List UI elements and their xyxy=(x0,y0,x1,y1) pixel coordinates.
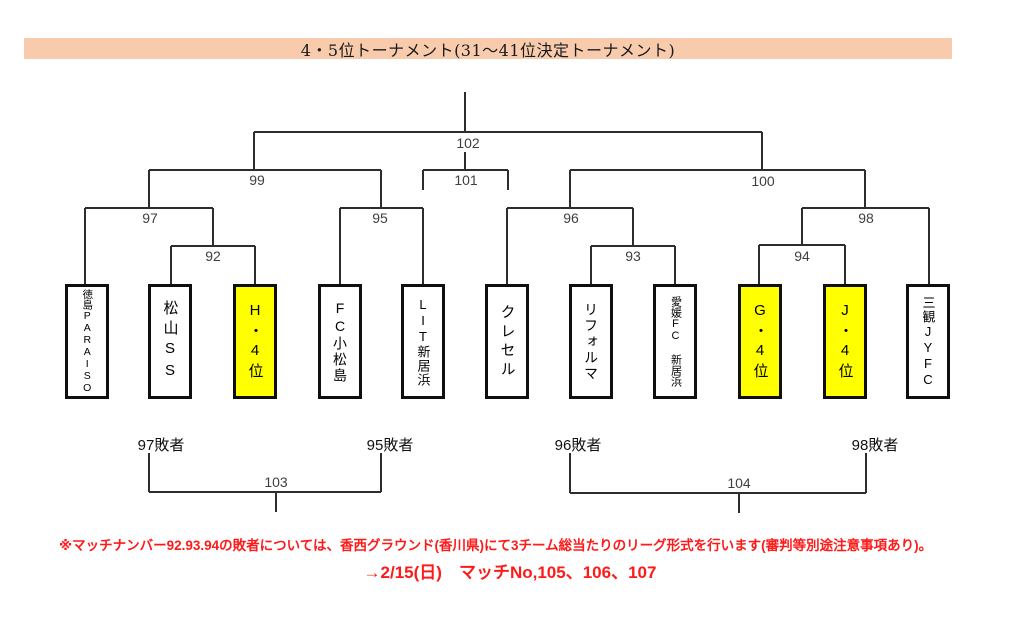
match-label-94: 94 xyxy=(794,248,810,264)
team-box-reforma: リフォルマ xyxy=(569,284,613,399)
title-bar: 4・5位トーナメント(31〜41位決定トーナメント) xyxy=(24,38,952,60)
note-round-robin: ※マッチナンバー92.93.94の敗者については、香西グラウンド(香川県)にて3… xyxy=(59,538,933,553)
team-name: G・4位 xyxy=(751,301,769,382)
team-name: 徳島PARAISO xyxy=(81,289,94,394)
team-box-fc-komatsushima: FC小松島 xyxy=(318,284,362,399)
bracket-connectors xyxy=(84,92,930,513)
team-name: J・4位 xyxy=(836,301,854,382)
team-name: FC小松島 xyxy=(332,299,348,384)
team-box-matsuyama-ss: 松山SS xyxy=(148,284,192,399)
team-name: LIT新居浜 xyxy=(415,296,431,387)
team-name: 松山SS xyxy=(161,299,179,384)
match-label-97: 97 xyxy=(142,210,158,226)
team-box-tokushima-paraiso: 徳島PARAISO xyxy=(65,284,109,399)
match-label-92: 92 xyxy=(205,248,221,264)
team-name: H・4位 xyxy=(246,301,264,382)
loser-label-98: 98敗者 xyxy=(851,437,899,454)
match-label-99: 99 xyxy=(249,172,265,188)
team-name: クレセル xyxy=(498,303,516,380)
match-label-93: 93 xyxy=(625,248,641,264)
team-name: 三観JYFC xyxy=(920,295,936,388)
team-box-h-4th: H・4位 xyxy=(233,284,277,399)
team-box-lit-niihama: LIT新居浜 xyxy=(401,284,445,399)
match-label-102: 102 xyxy=(456,135,480,151)
match-label-95: 95 xyxy=(372,210,388,226)
team-box-g-4th: G・4位 xyxy=(738,284,782,399)
match-label-101: 101 xyxy=(454,172,478,188)
match-label-98: 98 xyxy=(858,210,874,226)
loser-label-95: 95敗者 xyxy=(366,437,414,454)
team-box-sankan-jyfc: 三観JYFC xyxy=(906,284,950,399)
loser-label-96: 96敗者 xyxy=(554,437,602,454)
match-label-104: 104 xyxy=(727,475,751,491)
note-date: →2/15(日) マッチNo,105、106、107 xyxy=(363,563,657,582)
team-name: 愛媛FC 新居浜 xyxy=(669,296,682,387)
team-box-ehime-fc-niihama: 愛媛FC 新居浜 xyxy=(653,284,697,399)
match-label-103: 103 xyxy=(264,474,288,490)
team-box-cresel: クレセル xyxy=(485,284,529,399)
match-label-100: 100 xyxy=(751,173,775,189)
team-name: リフォルマ xyxy=(583,301,599,382)
loser-label-97: 97敗者 xyxy=(137,437,185,454)
match-label-96: 96 xyxy=(563,210,579,226)
team-box-j-4th: J・4位 xyxy=(823,284,867,399)
page-title: 4・5位トーナメント(31〜41位決定トーナメント) xyxy=(300,40,676,60)
